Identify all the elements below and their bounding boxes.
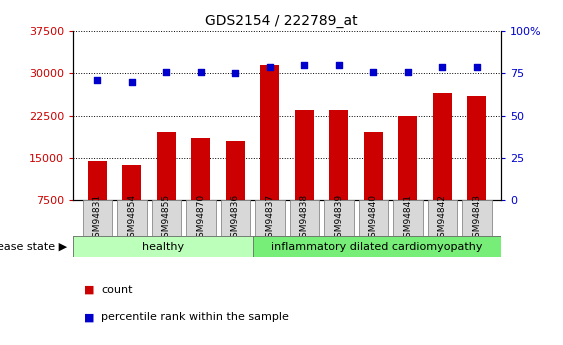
- Bar: [433, 93, 452, 242]
- Text: GSM94841: GSM94841: [404, 194, 413, 243]
- Point: [438, 64, 447, 69]
- Bar: [467, 96, 486, 242]
- Text: GSM94838: GSM94838: [300, 194, 309, 243]
- Text: disease state ▶: disease state ▶: [0, 242, 68, 252]
- Point: [404, 69, 413, 75]
- Text: GSM94831: GSM94831: [93, 194, 102, 243]
- FancyBboxPatch shape: [151, 200, 181, 236]
- Text: healthy: healthy: [142, 242, 184, 252]
- FancyBboxPatch shape: [186, 200, 216, 236]
- Point: [93, 77, 102, 83]
- Text: GSM94854: GSM94854: [127, 194, 136, 243]
- FancyBboxPatch shape: [221, 200, 250, 236]
- FancyBboxPatch shape: [117, 200, 146, 236]
- FancyBboxPatch shape: [290, 200, 319, 236]
- Point: [265, 64, 274, 69]
- Bar: [260, 65, 279, 242]
- Text: GSM94843: GSM94843: [472, 194, 481, 243]
- Bar: [88, 161, 107, 242]
- Bar: [73, 236, 253, 257]
- Point: [162, 69, 171, 75]
- Point: [369, 69, 378, 75]
- Text: GSM94870: GSM94870: [196, 194, 205, 243]
- Point: [472, 64, 481, 69]
- Text: GSM94840: GSM94840: [369, 194, 378, 243]
- Bar: [122, 165, 141, 242]
- FancyBboxPatch shape: [83, 200, 112, 236]
- Point: [127, 79, 136, 85]
- Point: [231, 71, 240, 76]
- Bar: [157, 132, 176, 242]
- Bar: [364, 132, 383, 242]
- Bar: [253, 236, 501, 257]
- Bar: [226, 141, 245, 242]
- Bar: [399, 116, 417, 242]
- Bar: [191, 138, 211, 242]
- Bar: [295, 110, 314, 242]
- Text: GDS2154 / 222789_at: GDS2154 / 222789_at: [205, 14, 358, 28]
- Text: GSM94839: GSM94839: [334, 194, 343, 243]
- FancyBboxPatch shape: [462, 200, 491, 236]
- Bar: [329, 110, 348, 242]
- Text: GSM94837: GSM94837: [265, 194, 274, 243]
- FancyBboxPatch shape: [359, 200, 388, 236]
- Text: count: count: [101, 285, 133, 295]
- Text: inflammatory dilated cardiomyopathy: inflammatory dilated cardiomyopathy: [271, 242, 482, 252]
- FancyBboxPatch shape: [324, 200, 354, 236]
- Point: [334, 62, 343, 68]
- Text: ■: ■: [84, 313, 95, 322]
- Text: GSM94836: GSM94836: [231, 194, 240, 243]
- Text: GSM94855: GSM94855: [162, 194, 171, 243]
- FancyBboxPatch shape: [393, 200, 423, 236]
- Text: ■: ■: [84, 285, 95, 295]
- Point: [300, 62, 309, 68]
- Text: percentile rank within the sample: percentile rank within the sample: [101, 313, 289, 322]
- FancyBboxPatch shape: [428, 200, 457, 236]
- Text: GSM94842: GSM94842: [438, 194, 447, 243]
- Point: [196, 69, 205, 75]
- FancyBboxPatch shape: [255, 200, 284, 236]
